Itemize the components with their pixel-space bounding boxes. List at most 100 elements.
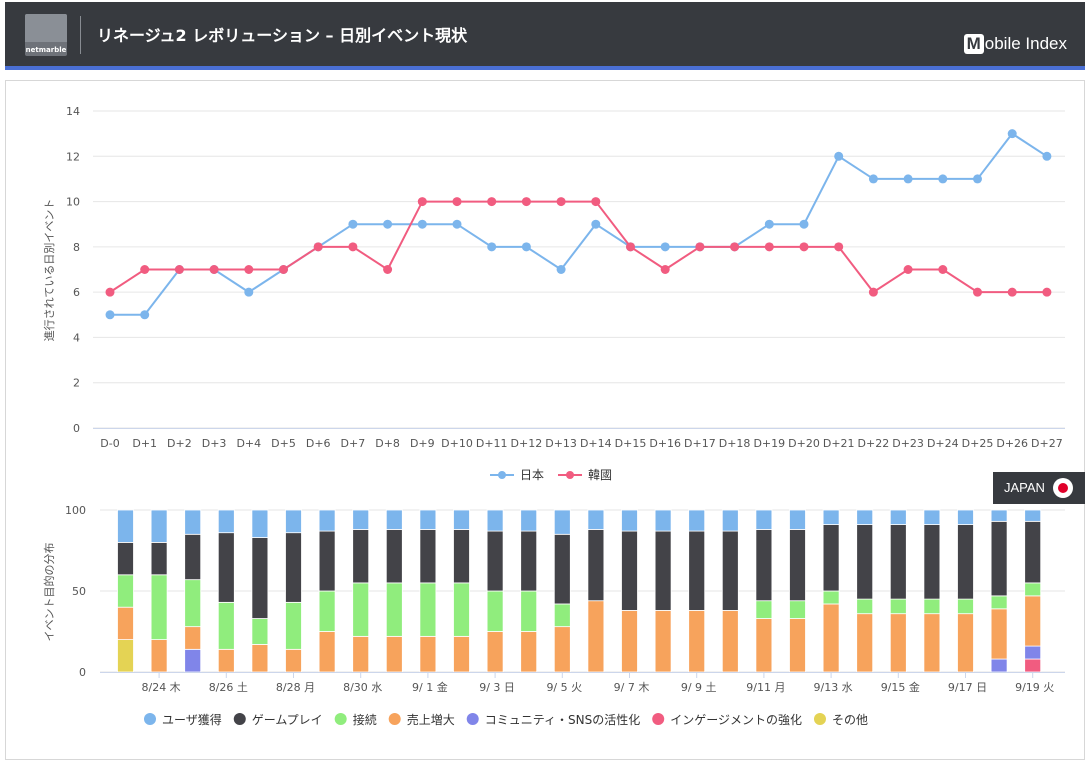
bar-x-tick: 9/ 1 金: [412, 680, 448, 694]
data-point: [1007, 129, 1017, 139]
bar-segment: [352, 582, 370, 637]
bar-segment: [755, 600, 773, 619]
bar-segment: [654, 509, 672, 532]
data-point: [487, 242, 497, 252]
bar-segment: [587, 509, 605, 530]
line-y-tick: 4: [73, 331, 80, 344]
data-point: [452, 197, 462, 207]
line-x-tick: D+21: [823, 437, 855, 450]
bar-segment: [654, 610, 672, 673]
data-point: [868, 174, 878, 184]
bar-segment: [889, 524, 907, 600]
country-badge[interactable]: JAPAN: [993, 472, 1085, 504]
bar-segment: [957, 524, 974, 600]
logo-text: netmarble: [25, 46, 67, 54]
bar-segment: [856, 598, 874, 615]
line-x-tick: D-0: [100, 437, 119, 450]
line-x-tick: D+15: [615, 437, 647, 450]
bar-segment: [957, 613, 974, 673]
bar-x-tick: 9/13 水: [813, 681, 852, 694]
bar-segment: [889, 613, 907, 673]
bar-segment: [520, 530, 538, 592]
legend-marker: [334, 713, 347, 725]
line-x-tick: D+3: [202, 437, 227, 450]
bar-segment: [352, 529, 370, 584]
bar-segment: [990, 608, 1008, 660]
bar-segment: [957, 509, 974, 525]
data-point: [834, 151, 844, 161]
bar-segment: [419, 635, 437, 673]
bar-segment: [285, 601, 302, 650]
bar-segment: [453, 509, 470, 530]
bar-segment: [621, 610, 638, 673]
brand-text: obile Index: [984, 34, 1067, 53]
line-x-tick: D+7: [341, 437, 366, 450]
bar-segment: [553, 509, 571, 535]
bar-segment: [285, 648, 302, 673]
bar-segment: [117, 509, 134, 543]
bar-segment: [453, 582, 470, 637]
line-y-tick: 6: [73, 286, 80, 299]
bar-segment: [184, 626, 202, 650]
bar-segment: [957, 598, 974, 615]
bar-segment: [822, 524, 840, 592]
data-point: [626, 242, 635, 252]
line-x-tick: D+26: [996, 437, 1028, 450]
data-point: [313, 242, 323, 252]
bar-segment: [889, 509, 907, 525]
data-point: [1042, 287, 1052, 297]
legend-marker: [813, 713, 826, 725]
data-point: [348, 242, 358, 252]
bar-segment: [721, 610, 739, 673]
bar-segment: [721, 509, 739, 532]
line-x-tick: D+9: [410, 437, 435, 450]
data-point: [521, 197, 531, 207]
bar-segment: [1024, 595, 1042, 647]
bar-segment: [184, 579, 202, 628]
bar-x-tick: 9/ 9 土: [681, 681, 717, 694]
bar-segment: [990, 658, 1008, 673]
bar-segment: [285, 509, 302, 534]
bar-segment: [419, 529, 437, 584]
bar-segment: [184, 648, 202, 673]
bar-x-tick: 9/17 日: [948, 681, 987, 694]
bar-segment: [117, 574, 134, 608]
data-point: [1007, 287, 1017, 297]
bar-segment: [352, 635, 370, 673]
line-x-tick: D+17: [684, 437, 716, 450]
data-point: [348, 219, 358, 229]
bar-segment: [486, 590, 504, 632]
bar-segment: [520, 631, 538, 673]
line-x-tick: D+1: [132, 437, 157, 450]
data-point: [973, 174, 982, 184]
bar-segment: [923, 509, 941, 525]
data-point: [452, 219, 462, 229]
page-title: リネージュ2 レボリューション – 日別イベント現状: [97, 26, 468, 45]
line-y-axis-label: 進行されている日別イベント: [43, 199, 56, 342]
data-point: [279, 265, 288, 274]
bar-segment: [184, 509, 202, 535]
line-y-tick: 14: [66, 105, 80, 118]
data-point: [938, 174, 948, 184]
bar-segment: [621, 509, 638, 532]
bar-segment: [621, 530, 638, 611]
bar-segment: [1024, 645, 1042, 660]
bar-segment: [822, 509, 840, 525]
bar-segment: [856, 613, 874, 673]
series-line: [110, 132, 1048, 316]
bar-x-tick: 8/26 土: [209, 681, 248, 694]
legend-marker: [466, 713, 479, 725]
line-x-tick: D+6: [306, 437, 331, 450]
bar-segment: [1024, 509, 1042, 522]
bar-y-tick: 100: [65, 504, 86, 517]
bar-segment: [486, 509, 504, 532]
bar-segment: [923, 613, 941, 673]
bar-segment: [1024, 582, 1042, 597]
bar-x-tick: 8/24 木: [141, 681, 180, 694]
bar-segment: [453, 635, 470, 673]
bar-segment: [822, 590, 840, 605]
bar-segment: [1024, 658, 1042, 673]
